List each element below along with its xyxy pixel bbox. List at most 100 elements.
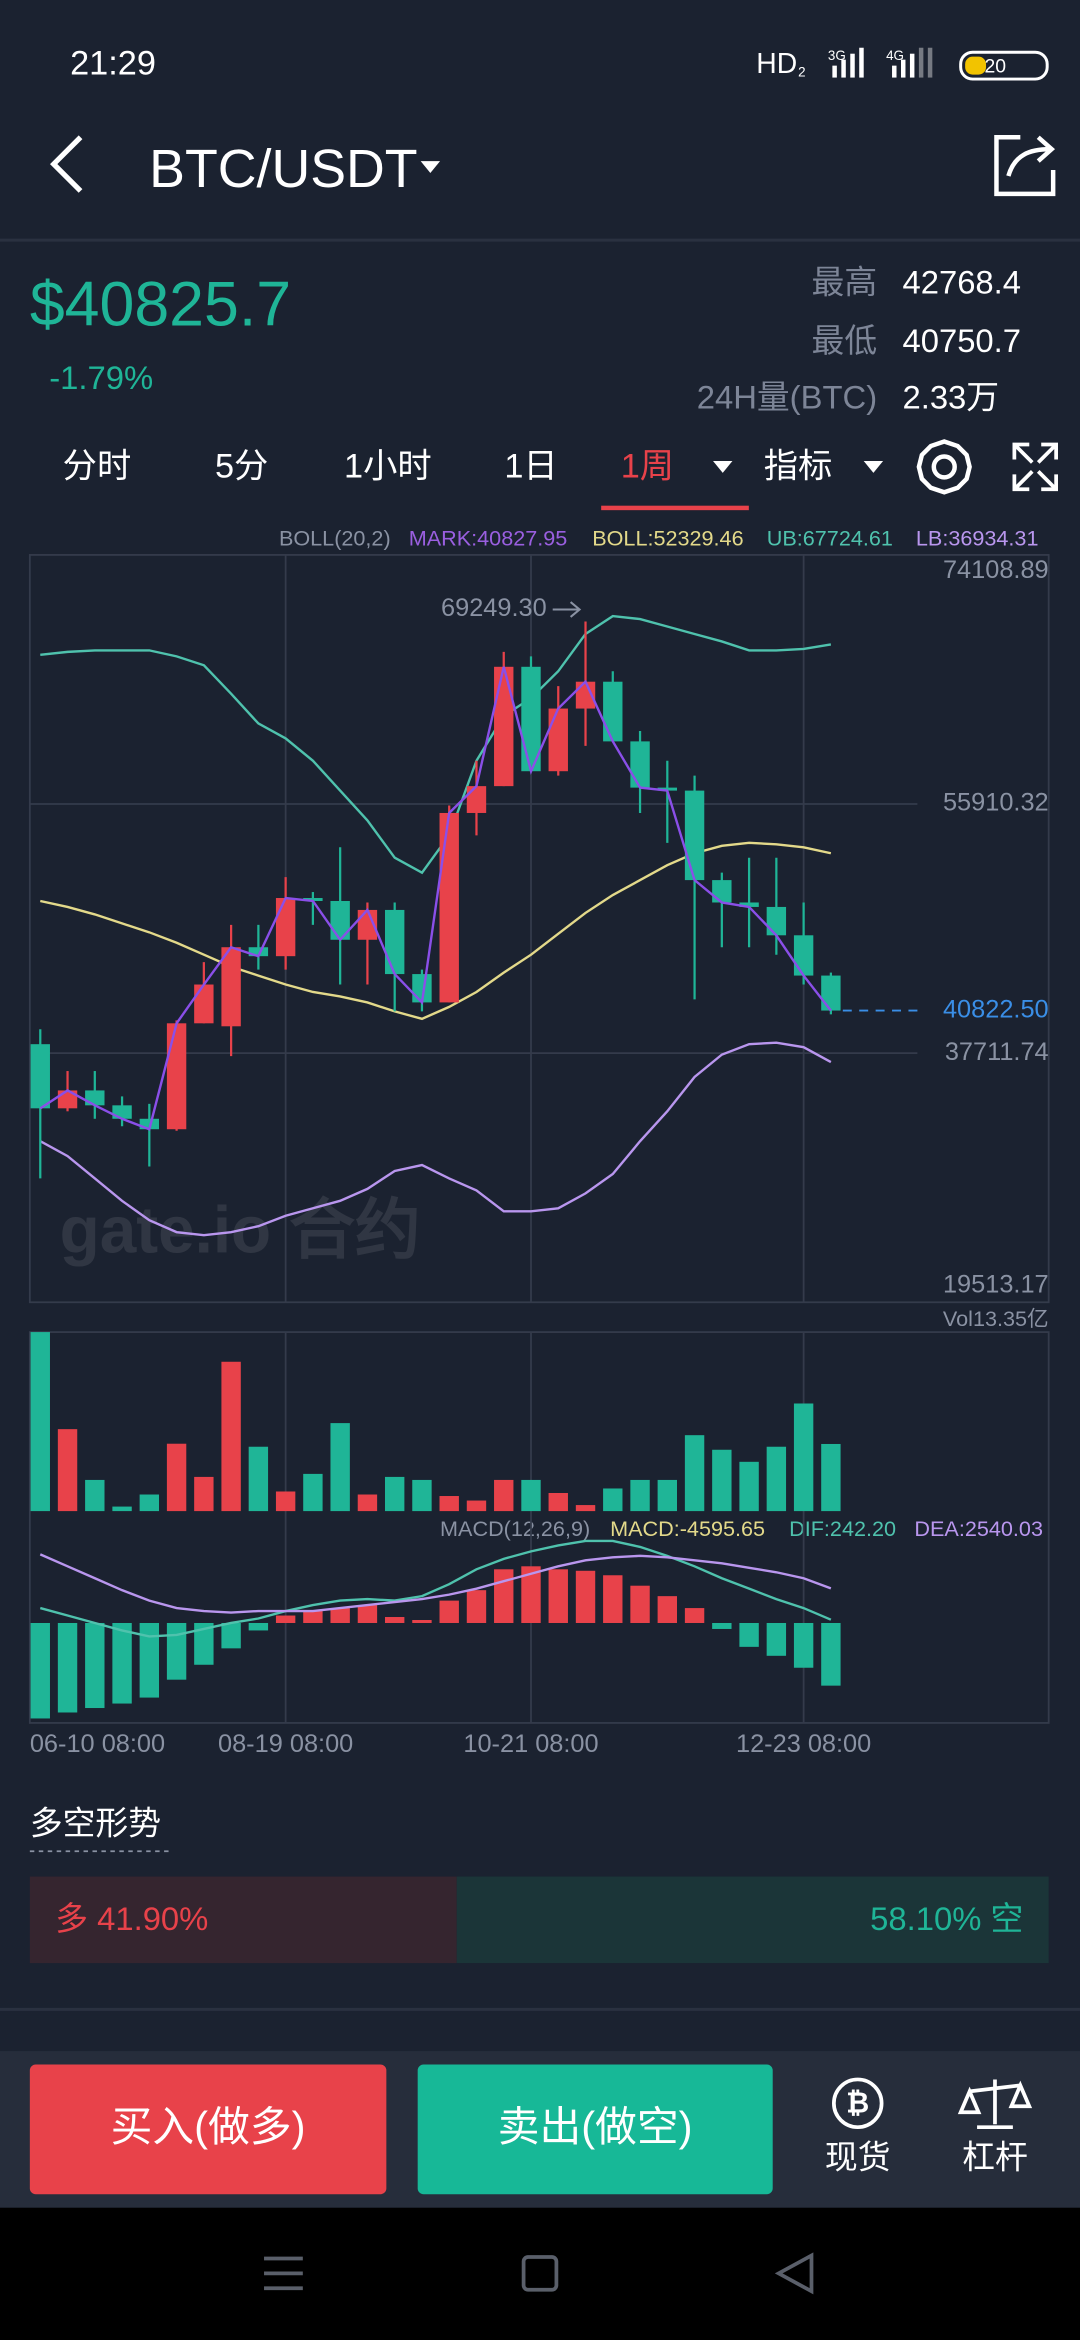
spot-icon[interactable]: [832, 2077, 884, 2130]
volume-bar: [739, 1461, 759, 1512]
y-tick-label: 19513.17: [943, 1271, 1049, 1299]
signal-icon: [832, 47, 864, 78]
price-change: -1.79%: [49, 359, 153, 396]
nav-home[interactable]: [521, 2255, 559, 2292]
volume-bar: [112, 1506, 132, 1512]
share-button[interactable]: [994, 134, 1056, 197]
nav-back[interactable]: [774, 2252, 814, 2295]
candle-body: [439, 812, 459, 1003]
candle-body: [275, 898, 296, 957]
macd-bar: [439, 1600, 459, 1623]
volume-bar: [166, 1443, 187, 1512]
period-tab[interactable]: 1周: [621, 447, 674, 485]
settings-button[interactable]: [916, 439, 972, 495]
macd-bar: [630, 1585, 650, 1623]
macd-bar: [793, 1622, 814, 1668]
volume-bar: [30, 1332, 50, 1512]
buy-button[interactable]: [29, 2064, 387, 2195]
macd-bar: [275, 1615, 296, 1623]
volume-bar: [412, 1479, 432, 1512]
macd-bar: [657, 1596, 678, 1623]
volume-bar: [194, 1476, 214, 1512]
volume-bar: [657, 1479, 678, 1512]
volume-bar: [793, 1403, 814, 1512]
macd-bar: [194, 1622, 214, 1665]
indicator-label: MACD:-4595.65: [610, 1516, 765, 1541]
pair-title[interactable]: BTC/USDT: [149, 139, 417, 199]
volume-bar: [384, 1476, 405, 1512]
candle-body: [357, 909, 378, 940]
indicator-dropdown[interactable]: [863, 460, 884, 473]
last-price-label: 40822.50: [943, 995, 1049, 1023]
stat-label: 24H量(BTC): [697, 378, 877, 415]
volume-bar: [684, 1435, 705, 1512]
candle-body: [466, 786, 487, 813]
candle-body: [630, 741, 650, 788]
candle-body: [412, 974, 432, 1003]
candle-body: [194, 984, 214, 1024]
last-price: $40825.7: [30, 269, 291, 339]
candle-body: [30, 1044, 50, 1109]
indicator-label: BOLL:52329.46: [592, 526, 743, 551]
fullscreen-button[interactable]: [1012, 442, 1058, 492]
stat-label: 最高: [812, 264, 878, 301]
tab-underline: [601, 505, 749, 511]
macd-bar: [494, 1569, 514, 1623]
candle-body: [248, 947, 269, 957]
macd-bar: [139, 1622, 160, 1698]
period-dropdown[interactable]: [713, 460, 733, 473]
stat-value: 40750.7: [902, 322, 1021, 359]
volume-bar: [57, 1429, 78, 1512]
candle-body: [494, 666, 514, 787]
indicator-label: DIF:242.20: [789, 1516, 896, 1541]
candle-body: [221, 947, 241, 1027]
nav-menu[interactable]: [264, 2256, 303, 2291]
period-tab[interactable]: 1小时: [344, 447, 432, 485]
short-share: [456, 1876, 1049, 1964]
macd-bar: [548, 1569, 568, 1623]
candle-body: [384, 909, 405, 975]
volume-bar: [439, 1496, 459, 1512]
x-tick-label: 08-19 08:00: [218, 1730, 353, 1758]
mark-line: [39, 666, 832, 1131]
short-label: 58.10% 空: [870, 1900, 1023, 1937]
kline-frame: [28, 554, 1050, 1304]
macd-bar: [739, 1622, 759, 1647]
indicator-label: UB:67724.61: [767, 526, 893, 551]
period-tab[interactable]: 5分: [215, 447, 268, 485]
sell-button-label[interactable]: 卖出(做空): [498, 2103, 693, 2150]
period-tab[interactable]: 指标: [764, 447, 833, 485]
back-button[interactable]: [50, 135, 83, 193]
y-tick-label: 55910.32: [943, 789, 1049, 817]
candle-body: [575, 681, 596, 709]
signal-icon: [892, 47, 933, 78]
spot-icon[interactable]: ₿: [846, 2087, 869, 2119]
volume-bar: [521, 1479, 541, 1512]
volume-label: Vol13.35亿: [943, 1306, 1049, 1331]
margin-icon[interactable]: [957, 2079, 1033, 2130]
volume-bar: [275, 1491, 296, 1512]
macd-bar: [330, 1608, 350, 1623]
battery-level: [965, 56, 987, 75]
volume-bar: [603, 1488, 623, 1512]
candle-body: [85, 1090, 105, 1106]
battery-icon: [959, 50, 1049, 81]
sell-button[interactable]: [417, 2064, 773, 2195]
x-tick-label: 10-21 08:00: [463, 1730, 598, 1758]
macd-bar: [85, 1622, 105, 1709]
candle-body: [139, 1118, 160, 1130]
buy-button-label[interactable]: 买入(做多): [111, 2103, 306, 2150]
margin-label[interactable]: 杠杆: [962, 2139, 1028, 2176]
volume-bar: [548, 1493, 568, 1512]
candle-body: [821, 975, 841, 1011]
volume-bar: [330, 1423, 350, 1512]
sentiment-title[interactable]: 多空形势: [30, 1805, 161, 1842]
spot-label[interactable]: 现货: [825, 2139, 891, 2176]
pair-dropdown[interactable]: [420, 161, 441, 174]
volume-bar: [821, 1443, 841, 1512]
macd-bar: [766, 1622, 787, 1656]
long-share: [29, 1876, 457, 1964]
period-tab[interactable]: 1日: [504, 447, 557, 485]
period-tab[interactable]: 分时: [63, 447, 132, 485]
volume-bar: [494, 1479, 514, 1512]
